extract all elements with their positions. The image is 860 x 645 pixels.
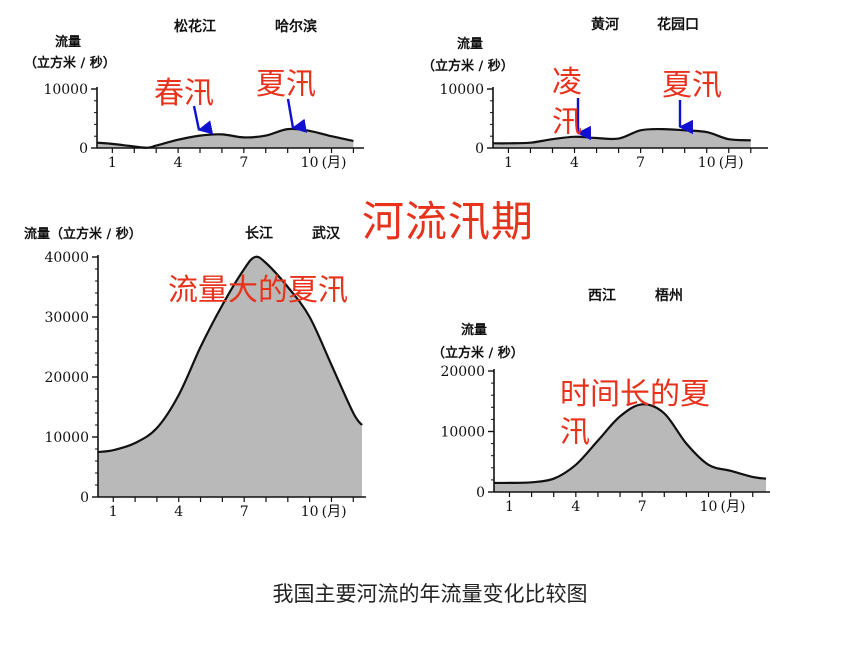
x-tick-label: 4: [570, 155, 579, 171]
annotation-label: 凌: [552, 65, 582, 100]
chart-station-name: 哈尔滨: [275, 18, 317, 35]
annotation-label: 汛: [560, 415, 590, 450]
x-tick-label: 7: [240, 504, 249, 520]
chart-station-name: 花园口: [657, 16, 699, 33]
annotation-label: 夏汛: [662, 68, 722, 103]
annotation-arrows: [192, 98, 693, 141]
y-axis-label: 流量: [457, 36, 483, 52]
x-tick-label: 7: [239, 155, 248, 171]
plot-area: 0 10000 20000 1 4 7 10 (月): [440, 364, 770, 515]
flow-area: [98, 256, 362, 497]
x-tick-label: 10: [698, 155, 716, 171]
y-axis-unit: （立方米 / 秒）: [432, 345, 524, 361]
y-tick-label: 0: [475, 141, 484, 157]
x-tick-label: 1: [109, 504, 118, 520]
x-tick-label: 1: [504, 155, 513, 171]
plot-area: 0 10000 20000 30000 40000 1 4 7 10 (月): [44, 250, 366, 520]
flow-line: [492, 127, 751, 145]
flow-line: [96, 127, 354, 149]
x-tick-label: 1: [505, 499, 514, 515]
y-tick-label: 40000: [44, 250, 89, 266]
x-unit-label: (月): [719, 155, 744, 171]
center-title: 河流汛期: [362, 197, 535, 246]
y-tick-label: 10000: [43, 82, 88, 98]
x-tick-label: 4: [174, 155, 183, 171]
x-unit-label: (月): [721, 499, 746, 515]
annotation-label: 春汛: [154, 76, 214, 111]
x-unit-label: (月): [322, 155, 347, 171]
x-tick-label: 7: [638, 499, 647, 515]
y-tick-label: 0: [80, 490, 89, 506]
x-tick-label: 10: [301, 155, 319, 171]
y-tick-label: 10000: [44, 430, 89, 446]
y-axis-label: 流量: [55, 34, 81, 50]
x-tick-label: 4: [571, 499, 580, 515]
annotation-label: 流量大的夏汛: [168, 273, 348, 308]
chart-river-name: 长江: [245, 225, 273, 242]
chart-river-name: 西江: [588, 287, 616, 304]
x-tick-label: 10: [700, 499, 718, 515]
y-tick-label: 10000: [439, 82, 484, 98]
chart-station-name: 武汉: [312, 225, 341, 242]
chart-station-name: 梧州: [655, 287, 683, 304]
flow-line: [493, 403, 767, 485]
chart-river-name: 松花江: [174, 18, 216, 35]
y-tick-label: 0: [79, 141, 88, 157]
plot-area: 0 10000 1 4 7 10 (月): [43, 82, 364, 171]
y-tick-label: 0: [476, 485, 485, 501]
arrow-pointer: [192, 105, 214, 135]
y-axis-unit: （立方米 / 秒）: [24, 55, 116, 71]
chart-songhua: 松花江 哈尔滨 流量 （立方米 / 秒） 0 10000 1 4 7 10 (月) 春汛 夏…: [24, 18, 364, 171]
annotation-ling: 凌汛: [552, 65, 582, 140]
y-axis-unit: （立方米 / 秒）: [422, 58, 514, 74]
flow-area: [97, 128, 354, 148]
x-tick-label: 4: [174, 504, 183, 520]
annotation-label: 时间长的夏: [560, 377, 710, 412]
x-tick-label: 7: [636, 155, 645, 171]
figure-caption: 我国主要河流的年流量变化比较图: [272, 582, 588, 606]
flow-line: [97, 255, 363, 454]
chart-yangtze: 流量（立方米 / 秒） 长江 武汉 0 10000 20000 30000 40000 1…: [24, 225, 366, 520]
x-tick-label: 1: [108, 155, 117, 171]
chart-river-name: 黄河: [591, 16, 619, 33]
y-tick-label: 30000: [44, 310, 89, 326]
y-tick-label: 20000: [44, 370, 89, 386]
y-tick-label: 10000: [440, 425, 485, 441]
chart-xijiang: 西江 梧州 流量 （立方米 / 秒） 0 10000 20000 1 4 7 10 (月) 时…: [432, 287, 770, 515]
y-tick-label: 20000: [440, 364, 485, 380]
y-axis-label: 流量（立方米 / 秒）: [24, 226, 142, 242]
arrow-pointer: [286, 98, 307, 133]
flow-area: [494, 404, 766, 492]
x-unit-label: (月): [322, 504, 347, 520]
annotation-label: 夏汛: [256, 67, 316, 102]
annotation-label: 汛: [552, 105, 582, 140]
y-axis-label: 流量: [461, 322, 487, 338]
x-tick-label: 10: [301, 504, 319, 520]
chart-yellow-river: 黄河 花园口 流量 （立方米 / 秒） 0 10000 1 4 7 10 (月) 夏汛: [422, 16, 768, 171]
